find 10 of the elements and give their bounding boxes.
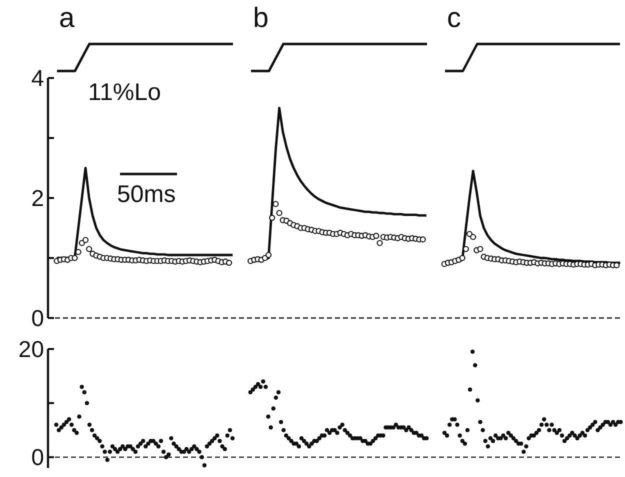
chart-title: a — [59, 2, 75, 33]
y-tick-label: 2 — [31, 185, 44, 212]
y-tick-label: 0 — [31, 305, 44, 332]
annotation: 11%Lo — [88, 79, 161, 106]
y-tick-label: 20 — [18, 336, 44, 362]
annotation: 50ms — [117, 181, 176, 208]
y-tick-label: 0 — [31, 444, 44, 470]
y-tick-label: 4 — [31, 65, 44, 92]
chart-title: b — [253, 2, 269, 33]
chart-title: c — [447, 2, 461, 33]
